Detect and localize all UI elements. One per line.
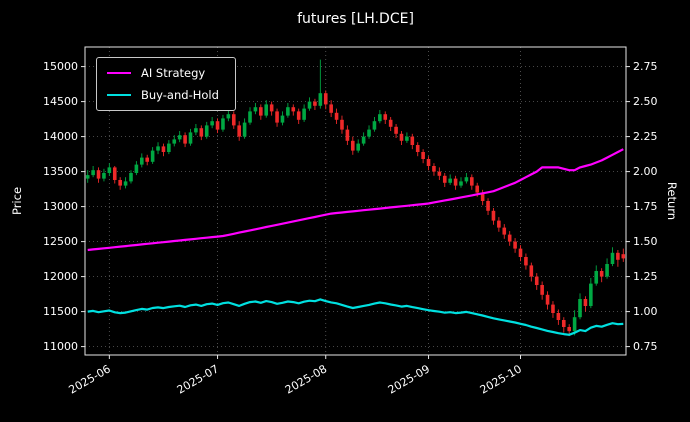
svg-text:2.50: 2.50 xyxy=(633,95,658,108)
svg-text:1.00: 1.00 xyxy=(633,305,658,318)
axis-ticks xyxy=(81,66,630,359)
svg-text:0.75: 0.75 xyxy=(633,340,658,353)
svg-text:15000: 15000 xyxy=(43,60,78,73)
svg-text:13500: 13500 xyxy=(43,165,78,178)
svg-text:14500: 14500 xyxy=(43,95,78,108)
svg-text:2025-06: 2025-06 xyxy=(67,362,113,396)
svg-text:2025-10: 2025-10 xyxy=(478,362,524,396)
series-line-ai-strategy xyxy=(87,148,624,252)
svg-text:1.25: 1.25 xyxy=(633,270,658,283)
svg-text:12000: 12000 xyxy=(43,270,78,283)
svg-text:1.50: 1.50 xyxy=(633,235,658,248)
plot-frame xyxy=(84,46,627,356)
chart-title: futures [LH.DCE] xyxy=(297,11,414,27)
svg-text:12500: 12500 xyxy=(43,235,78,248)
candlesticks xyxy=(85,59,626,337)
svg-text:13000: 13000 xyxy=(43,200,78,213)
svg-text:11000: 11000 xyxy=(43,340,78,353)
ai-strategy-line-swatch xyxy=(107,71,131,75)
svg-text:1.75: 1.75 xyxy=(633,200,658,213)
svg-text:2.00: 2.00 xyxy=(633,165,658,178)
svg-text:2.75: 2.75 xyxy=(633,60,658,73)
buy-and-hold-line-swatch xyxy=(107,93,131,97)
legend-label-buy-and-hold: Buy-and-Hold xyxy=(141,88,219,102)
legend: AI Strategy Buy-and-Hold xyxy=(96,57,236,111)
gridlines xyxy=(85,47,626,355)
svg-text:2025-08: 2025-08 xyxy=(283,362,329,396)
svg-text:2.25: 2.25 xyxy=(633,130,658,143)
svg-text:2025-09: 2025-09 xyxy=(386,362,432,396)
svg-text:14000: 14000 xyxy=(43,130,78,143)
legend-label-ai-strategy: AI Strategy xyxy=(141,66,206,80)
series-line-buy-and-hold xyxy=(87,298,624,336)
svg-text:2025-07: 2025-07 xyxy=(175,362,221,396)
svg-text:11500: 11500 xyxy=(43,305,78,318)
legend-item-buy-and-hold: Buy-and-Hold xyxy=(107,88,219,102)
legend-item-ai-strategy: AI Strategy xyxy=(107,66,219,80)
